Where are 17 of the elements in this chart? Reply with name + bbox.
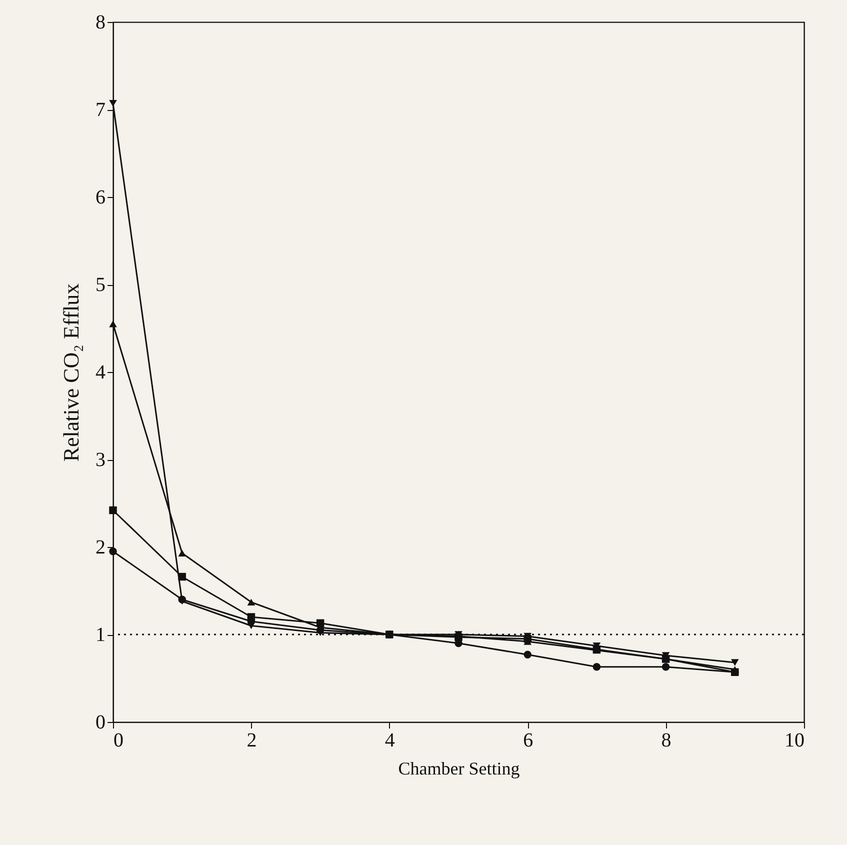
- y-tick-label: 5: [96, 274, 106, 296]
- y-tick-label: 2: [96, 536, 106, 558]
- y-tick-label: 4: [96, 362, 106, 384]
- y-tick-label: 0: [96, 712, 106, 734]
- x-tick-label: 8: [661, 730, 672, 752]
- x-tick-label: 0: [114, 730, 124, 752]
- x-axis-title: Chamber Setting: [398, 758, 520, 778]
- y-tick-label: 6: [96, 186, 106, 208]
- x-tick-label: 10: [784, 730, 804, 752]
- y-tick-label: 8: [96, 12, 106, 34]
- x-tick-label: 6: [523, 730, 534, 752]
- x-tick-label: 4: [384, 730, 395, 752]
- y-axis-title: Relative CO₂ Efflux: [58, 283, 84, 462]
- x-tick-label: 2: [246, 730, 257, 752]
- y-tick-label: 3: [96, 449, 106, 471]
- y-tick-label: 1: [96, 624, 106, 646]
- y-tick-label: 7: [96, 99, 106, 121]
